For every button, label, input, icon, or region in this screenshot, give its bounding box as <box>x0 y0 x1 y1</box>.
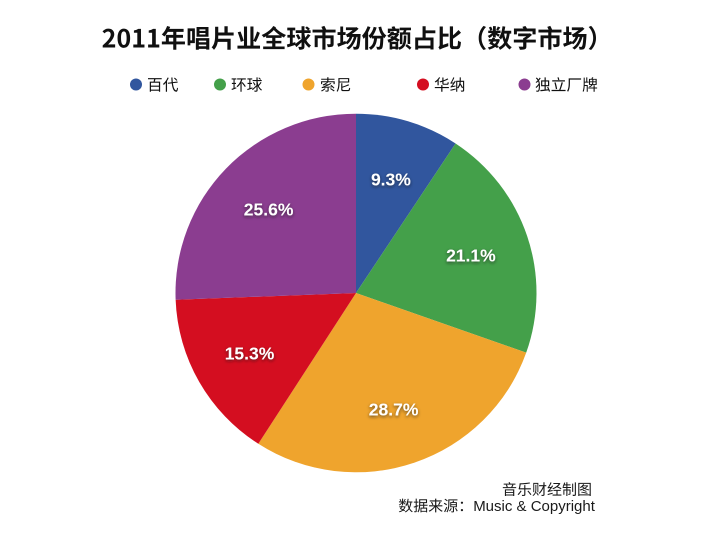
svg-text:28.7%: 28.7% <box>369 400 419 420</box>
svg-text:25.6%: 25.6% <box>244 200 294 220</box>
svg-text:15.3%: 15.3% <box>225 344 275 364</box>
svg-text:9.3%: 9.3% <box>371 170 411 190</box>
svg-text:Music & Copyright: Music & Copyright <box>473 498 596 515</box>
svg-text:21.1%: 21.1% <box>446 246 496 266</box>
